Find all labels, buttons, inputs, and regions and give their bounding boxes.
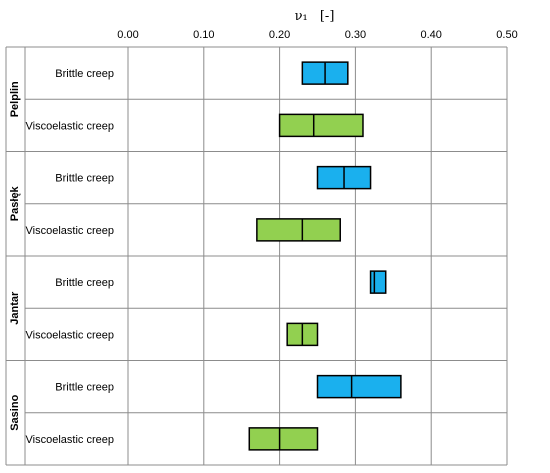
box [248, 427, 319, 451]
box [256, 218, 341, 242]
row-labels: Pelplin Brittle creep Viscoelastic creep Pa… [9, 68, 114, 446]
axis-title: ν₁ [-] [295, 9, 335, 24]
x-tick-label: 0.00 [117, 29, 138, 41]
boxes [248, 61, 402, 451]
row-label: Viscoelastic creep [26, 225, 114, 237]
row-label: Viscoelastic creep [26, 120, 114, 132]
axis-title-symbol: ν₁ [295, 9, 308, 24]
row-label: Brittle creep [55, 68, 114, 80]
group-label: Sasino [9, 394, 21, 430]
row-label: Brittle creep [55, 382, 114, 394]
group-label: Jantar [9, 291, 21, 325]
x-tick-labels: 0.00 0.10 0.20 0.30 0.40 0.50 [117, 29, 517, 41]
x-tick-label: 0.20 [269, 29, 290, 41]
row-label: Viscoelastic creep [26, 434, 114, 446]
group-label: Pelplin [9, 81, 21, 117]
group-label: Pasłęk [9, 185, 21, 221]
x-tick-label: 0.10 [193, 29, 214, 41]
axis-title-unit: [-] [320, 9, 335, 24]
x-tick-label: 0.50 [496, 29, 517, 41]
grid-layer [5, 46, 508, 466]
row-label: Brittle creep [55, 173, 114, 185]
row-label: Brittle creep [55, 277, 114, 289]
box [278, 113, 364, 138]
box [316, 374, 402, 399]
x-tick-label: 0.30 [345, 29, 366, 41]
row-label: Viscoelastic creep [26, 329, 114, 341]
x-tick-label: 0.40 [420, 29, 441, 41]
box [369, 270, 387, 294]
